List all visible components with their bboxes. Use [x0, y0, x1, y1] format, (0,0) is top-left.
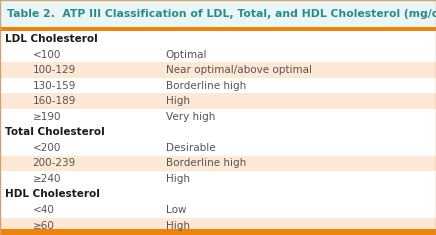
FancyBboxPatch shape [0, 218, 436, 233]
Text: Total Cholesterol: Total Cholesterol [5, 127, 105, 137]
Text: 100-129: 100-129 [33, 65, 76, 75]
FancyBboxPatch shape [0, 62, 436, 78]
Text: High: High [166, 221, 190, 231]
Text: Borderline high: Borderline high [166, 158, 246, 168]
Text: High: High [166, 174, 190, 184]
FancyBboxPatch shape [0, 229, 436, 235]
Text: ≥240: ≥240 [33, 174, 61, 184]
Text: ≥60: ≥60 [33, 221, 54, 231]
Text: Optimal: Optimal [166, 50, 207, 60]
FancyBboxPatch shape [0, 94, 436, 109]
Text: Near optimal/above optimal: Near optimal/above optimal [166, 65, 312, 75]
Text: <100: <100 [33, 50, 61, 60]
Text: HDL Cholesterol: HDL Cholesterol [5, 189, 100, 200]
Text: Table 2.  ATP III Classification of LDL, Total, and HDL Cholesterol (mg/dL): Table 2. ATP III Classification of LDL, … [7, 8, 436, 19]
Text: High: High [166, 96, 190, 106]
Text: Borderline high: Borderline high [166, 81, 246, 91]
FancyBboxPatch shape [0, 0, 436, 27]
Text: Low: Low [166, 205, 186, 215]
Text: Desirable: Desirable [166, 143, 215, 153]
Text: ≥190: ≥190 [33, 112, 61, 122]
Text: 130-159: 130-159 [33, 81, 76, 91]
FancyBboxPatch shape [0, 156, 436, 171]
Text: <40: <40 [33, 205, 54, 215]
Text: 160-189: 160-189 [33, 96, 76, 106]
Text: 200-239: 200-239 [33, 158, 76, 168]
FancyBboxPatch shape [0, 27, 436, 31]
Text: Very high: Very high [166, 112, 215, 122]
Text: <200: <200 [33, 143, 61, 153]
Text: LDL Cholesterol: LDL Cholesterol [5, 34, 98, 44]
